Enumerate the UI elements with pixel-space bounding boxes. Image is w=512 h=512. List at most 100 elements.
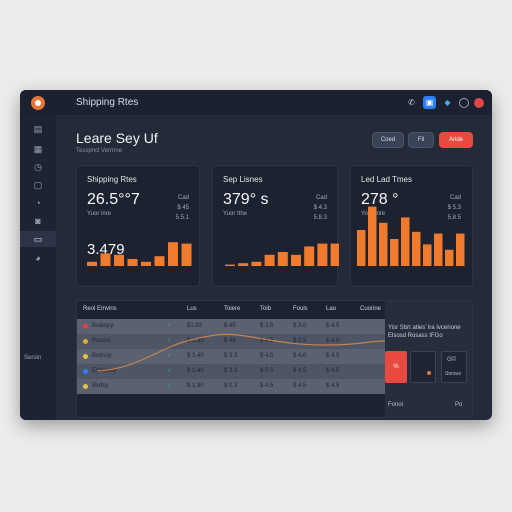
table-cell: $ 49 xyxy=(224,338,236,344)
panel-footer-left: Fonoi xyxy=(388,402,404,408)
fill-button[interactable]: Fil xyxy=(408,132,434,148)
grid-icon[interactable]: ▦ xyxy=(33,143,43,154)
card-title: Sep Lisnes xyxy=(223,175,263,184)
app-icon[interactable]: ◆ xyxy=(444,98,451,107)
code-button[interactable]: Coed xyxy=(372,132,404,148)
card-bar-chart xyxy=(87,242,192,266)
bar xyxy=(412,231,421,266)
table-cell: $ 4.5 xyxy=(326,323,340,329)
sidebar-label: Seroin xyxy=(24,355,42,361)
column-header[interactable]: Toib xyxy=(260,306,272,312)
table-cell: $ 45 xyxy=(224,323,236,329)
card-side-stat: 5.8.5 xyxy=(447,215,461,221)
card-side-stat: Cad xyxy=(315,195,327,201)
column-header[interactable]: Reol Emvins xyxy=(83,306,117,312)
titlebar-icons: ✆ ▣ ◆ xyxy=(405,96,484,109)
row-name: Bxdiopy xyxy=(92,323,114,329)
bar xyxy=(277,252,288,266)
card-title: Led Lad Tmes xyxy=(361,175,412,184)
column-header[interactable]: Lao xyxy=(326,306,337,312)
table-cell: $ 1.90 xyxy=(187,383,204,389)
card-value: 379° s xyxy=(223,191,269,208)
sidebar: ▤ ▦ ◷ ▢ ◔ ◙ ▭ ◕ Seroin xyxy=(20,115,56,420)
bar xyxy=(154,256,165,266)
card-side-stat: $ 4.3 xyxy=(313,205,327,211)
panel-footer-right: Po xyxy=(455,402,463,408)
record-icon[interactable] xyxy=(474,97,484,108)
card-title: Shipping Rtes xyxy=(87,175,137,184)
column-header[interactable]: Cuorine xyxy=(360,306,382,312)
column-header[interactable]: Fouls xyxy=(293,306,308,312)
table-cell: $ 4.5 xyxy=(293,383,307,389)
card-shipping-rates: Shipping Rtes 26.5°°7 Yuor inre Cad $ 45… xyxy=(76,165,200,287)
bar xyxy=(181,243,192,266)
bar xyxy=(401,217,410,266)
bar xyxy=(423,244,432,266)
table-row[interactable]: Pozers ✓ $ 1.30 $ 49 $ 4.5 $ 2.5 $ 4.5 xyxy=(77,334,385,349)
table-cell: $ 3.3 xyxy=(224,353,238,359)
row-status-dot-icon xyxy=(83,369,88,374)
row-status-dot-icon xyxy=(83,324,88,329)
bar xyxy=(317,243,328,266)
panel-tile[interactable] xyxy=(441,351,467,383)
app-title: Shipping Rtes xyxy=(76,97,139,108)
table-row[interactable]: Bxdsuy ✓ $ 3.40 $ 3.3 $ 4.5 $ 4.0 $ 4.5 xyxy=(77,349,385,364)
app-logo-icon xyxy=(31,96,45,110)
card-bar-chart xyxy=(357,206,465,266)
table-cell: $1.83 xyxy=(187,323,203,329)
card-lead-times: Led Lad Tmes 278 ° Your Inre Cad $ 5.3 5… xyxy=(350,165,473,287)
bag-icon[interactable]: ◙ xyxy=(35,216,41,226)
tag-icon[interactable]: ◔ xyxy=(35,198,41,208)
bar xyxy=(251,261,262,266)
card-note: Yuor Ithe xyxy=(223,211,248,217)
bar xyxy=(379,222,388,266)
title-bar: Shipping Rtes ✆ ▣ ◆ xyxy=(20,90,492,115)
check-icon: ✓ xyxy=(167,338,173,344)
column-header[interactable]: Toiere xyxy=(224,306,241,312)
card-sep-lisnes: Sep Lisnes 379° s Yuor Ithe Cad $ 4.3 5.… xyxy=(212,165,339,287)
card-side-stat: 5.5.1 xyxy=(175,215,189,221)
table-row[interactable]: Bxdsy ✓ $ 1.90 $ 0.3 $ 4.5 $ 4.5 $ 4.5 xyxy=(77,379,385,394)
bar xyxy=(291,254,301,266)
card-big-value: 3.479 xyxy=(87,241,125,258)
bar xyxy=(390,239,399,266)
bar xyxy=(368,206,377,266)
box-icon[interactable]: ▤ xyxy=(33,123,43,134)
clock-icon[interactable]: ◷ xyxy=(34,161,42,172)
card-icon[interactable]: ▭ xyxy=(20,231,56,247)
table-cell: $ 3.40 xyxy=(187,353,204,359)
table-cell: $ 3.5 xyxy=(260,323,274,329)
calendar-icon[interactable]: ▣ xyxy=(423,96,436,109)
card-side-stat: 5.8.3 xyxy=(313,215,327,221)
truck-icon[interactable]: ◕ xyxy=(35,253,41,263)
table-row[interactable]: Bxdiopy ✓ $1.83 $ 45 $ 3.5 $ 3.0 $ 4.5 xyxy=(77,319,385,334)
bar xyxy=(127,259,138,266)
calendar-icon[interactable]: ▢ xyxy=(33,179,43,190)
table-cell: $ 4.5 xyxy=(326,338,340,344)
column-header[interactable]: Lus xyxy=(187,306,197,312)
trend-line xyxy=(96,333,385,372)
details-panel: Yisr Sbrt atles’ lra Ivcerione Elsosd Ro… xyxy=(385,301,472,417)
bar xyxy=(304,246,315,266)
table-cell: $ 4.5 xyxy=(260,353,274,359)
row-name: Pozers xyxy=(92,338,111,344)
card-bar-chart xyxy=(225,243,339,266)
page-title: Leare Sey Uf xyxy=(76,130,158,146)
check-icon: ✓ xyxy=(167,323,173,329)
table-cell: $ 3.3 xyxy=(224,368,238,374)
row-status-dot-icon xyxy=(83,384,88,389)
panel-tile[interactable] xyxy=(410,351,436,383)
smile-icon[interactable] xyxy=(459,97,469,108)
table-cell: $ 4.5 xyxy=(326,368,340,374)
panel-label: Soroue xyxy=(445,371,462,377)
phone-icon[interactable]: ✆ xyxy=(408,98,415,107)
bar xyxy=(264,254,275,266)
table-header: Reol Emvins Lus Toiere Toib Fouls Lao Cu… xyxy=(77,301,385,319)
alert-button[interactable]: % xyxy=(385,351,407,383)
table-cell: $ 4.5 xyxy=(326,383,340,389)
primary-button[interactable]: Aride xyxy=(439,132,473,148)
bar xyxy=(357,230,366,266)
card-side-stats: Cad $ 4.3 5.8.3 xyxy=(299,193,327,223)
bar xyxy=(141,261,151,266)
table-cell: $ 1.30 xyxy=(187,338,204,344)
